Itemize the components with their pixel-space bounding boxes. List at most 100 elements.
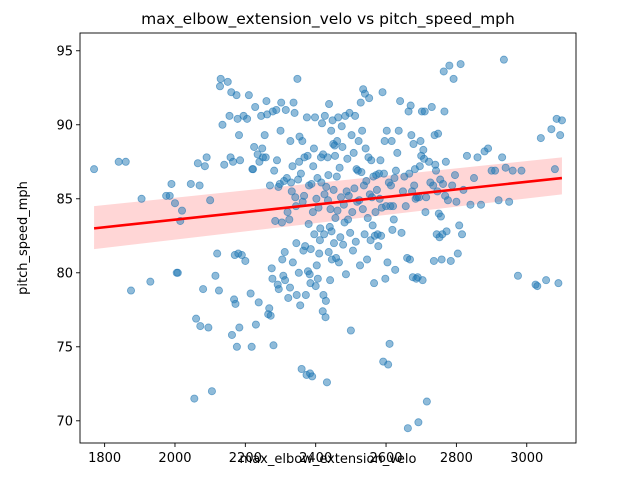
data-point [329, 239, 338, 248]
data-point [298, 137, 307, 146]
data-point [346, 228, 355, 237]
points-layer [90, 55, 566, 433]
data-point [293, 74, 302, 83]
data-point [326, 205, 335, 214]
data-point [322, 182, 331, 191]
data-point [260, 131, 269, 140]
x-axis-label: max_elbow_extension_velo [240, 452, 417, 467]
data-point [303, 151, 312, 160]
data-point [424, 157, 433, 166]
data-point [397, 228, 406, 237]
data-point [195, 181, 204, 190]
data-point [363, 214, 372, 223]
data-point [270, 166, 279, 175]
data-point [289, 98, 298, 107]
data-point [396, 97, 405, 106]
data-point [277, 98, 286, 107]
data-point [291, 193, 300, 202]
data-point [290, 108, 299, 117]
data-point [422, 397, 431, 406]
data-point [344, 191, 353, 200]
data-point [327, 126, 336, 135]
data-point [190, 394, 199, 403]
data-point [405, 255, 414, 264]
data-point [276, 126, 285, 135]
data-point [458, 230, 467, 239]
data-point [251, 320, 260, 329]
x-tick-label: 1800 [88, 451, 121, 466]
data-point [324, 171, 333, 180]
y-tick-label: 80 [56, 266, 73, 281]
data-point [456, 60, 465, 69]
data-point [200, 162, 209, 171]
data-point [391, 166, 400, 175]
data-point [332, 172, 341, 181]
data-point [403, 424, 412, 433]
data-point [329, 185, 338, 194]
data-point [371, 208, 380, 217]
data-point [377, 231, 386, 240]
data-point [320, 230, 329, 239]
data-point [296, 301, 305, 310]
regression-layer [93, 176, 563, 230]
data-point [439, 67, 448, 76]
data-point [250, 142, 259, 151]
data-point [292, 290, 301, 299]
data-point [280, 248, 289, 257]
data-point [429, 256, 438, 265]
data-point [304, 219, 313, 228]
data-point [272, 156, 281, 165]
data-point [241, 256, 250, 265]
data-point [300, 191, 309, 200]
data-point [229, 157, 238, 166]
data-point [199, 285, 208, 294]
data-point [214, 286, 223, 295]
data-point [216, 82, 225, 91]
data-point [267, 264, 276, 273]
data-point [334, 258, 343, 267]
data-point [213, 249, 222, 258]
data-point [394, 126, 403, 135]
data-point [477, 200, 486, 209]
data-point [121, 157, 130, 166]
data-point [420, 107, 429, 116]
data-point [351, 111, 360, 120]
data-point [491, 166, 500, 175]
data-point [391, 265, 400, 274]
data-point [232, 91, 241, 100]
data-point [339, 240, 348, 249]
data-point [382, 126, 391, 135]
data-point [246, 289, 255, 298]
data-point [302, 113, 311, 122]
data-point [350, 184, 359, 193]
data-point [305, 270, 314, 279]
data-point [202, 153, 211, 162]
data-point [431, 166, 440, 175]
data-point [406, 101, 415, 110]
data-point [146, 277, 155, 286]
data-point [343, 154, 352, 163]
data-point [193, 159, 202, 168]
data-point [419, 145, 428, 154]
data-point [442, 227, 451, 236]
data-point [363, 255, 372, 264]
data-point [374, 242, 383, 251]
data-point [356, 98, 365, 107]
data-point [357, 168, 366, 177]
data-point [379, 169, 388, 178]
data-point [313, 274, 322, 283]
data-point [455, 221, 464, 230]
data-point [316, 224, 325, 233]
data-point [550, 165, 559, 174]
data-point [296, 169, 305, 178]
data-point [278, 255, 287, 264]
data-point [542, 276, 551, 285]
data-point [349, 148, 358, 157]
data-point [272, 105, 281, 114]
data-point [325, 100, 334, 109]
data-point [335, 163, 344, 172]
y-axis-label: pitch_speed_mph [16, 181, 31, 295]
data-point [206, 196, 215, 205]
data-point [517, 166, 526, 175]
